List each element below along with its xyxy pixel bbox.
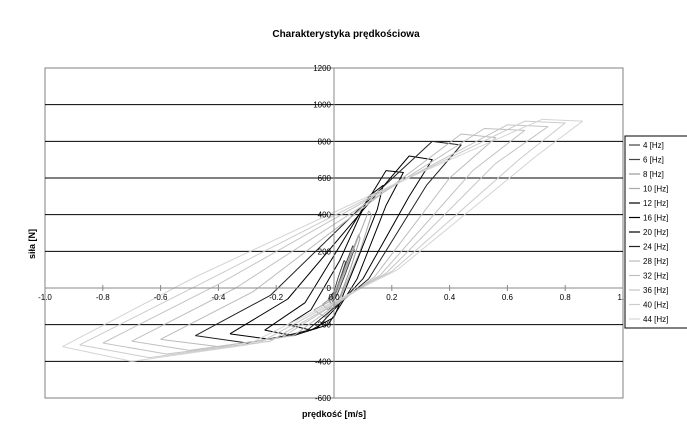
legend-label: 6 [Hz] — [643, 156, 664, 165]
x-tick-label: 0.4 — [444, 293, 456, 302]
x-tick-label: 0.2 — [386, 293, 398, 302]
x-tick-label: 0.6 — [502, 293, 514, 302]
legend-label: 44 [Hz] — [643, 315, 668, 324]
y-tick-label: 200 — [318, 247, 332, 256]
legend-label: 4 [Hz] — [643, 141, 664, 150]
y-tick-label: -400 — [315, 357, 332, 366]
series-line-13 — [62, 118, 584, 362]
y-tick-label: 1200 — [313, 64, 331, 73]
legend: 4 [Hz] 6 [Hz] 8 [Hz] 10 [Hz] 12 [Hz] 16 [Hz] 2… — [624, 135, 687, 329]
series-line-10 — [131, 128, 526, 351]
legend-label: 36 [Hz] — [643, 286, 668, 295]
x-tick-label: -0.4 — [212, 293, 226, 302]
x-tick-label: 0.8 — [560, 293, 572, 302]
tick-labels: -600 -400 -200 0 200 400 600 800 1000 1200 -1.0 -0.… — [38, 64, 629, 403]
legend-label: 28 [Hz] — [643, 257, 668, 266]
legend-label: 8 [Hz] — [643, 170, 664, 179]
legend-label: 12 [Hz] — [643, 199, 668, 208]
y-tick-label: 1000 — [313, 101, 331, 110]
y-axis-label: siła [N] — [27, 229, 37, 259]
y-tick-label: -200 — [315, 321, 332, 330]
chart-title: Charakterystyka prędkościowa — [272, 29, 420, 40]
x-axis-label: prędkość [m/s] — [302, 409, 366, 419]
series-line-11 — [102, 124, 549, 355]
x-tick-label: 1.0 — [617, 293, 629, 302]
legend-label: 32 [Hz] — [643, 272, 668, 281]
y-tick-label: 0 — [327, 284, 332, 293]
x-tick-label: -0.6 — [154, 293, 168, 302]
x-tick-label: -0.2 — [269, 293, 283, 302]
legend-label: 16 [Hz] — [643, 214, 668, 223]
series-line-5 — [287, 184, 384, 331]
y-tick-label: -600 — [315, 394, 332, 403]
x-tick-label: -0.8 — [96, 293, 110, 302]
y-tick-label: 600 — [318, 174, 332, 183]
legend-label: 24 [Hz] — [643, 243, 668, 252]
axes — [44, 68, 624, 398]
y-tick-label: 800 — [318, 137, 332, 146]
y-tick-label: 400 — [318, 211, 332, 220]
x-tick-label: 0.0 — [328, 293, 340, 302]
legend-label: 20 [Hz] — [643, 228, 668, 237]
legend-label: 10 [Hz] — [643, 185, 668, 194]
x-tick-label: -1.0 — [38, 293, 52, 302]
legend-label: 40 [Hz] — [643, 301, 668, 310]
series-line-12 — [79, 120, 566, 359]
